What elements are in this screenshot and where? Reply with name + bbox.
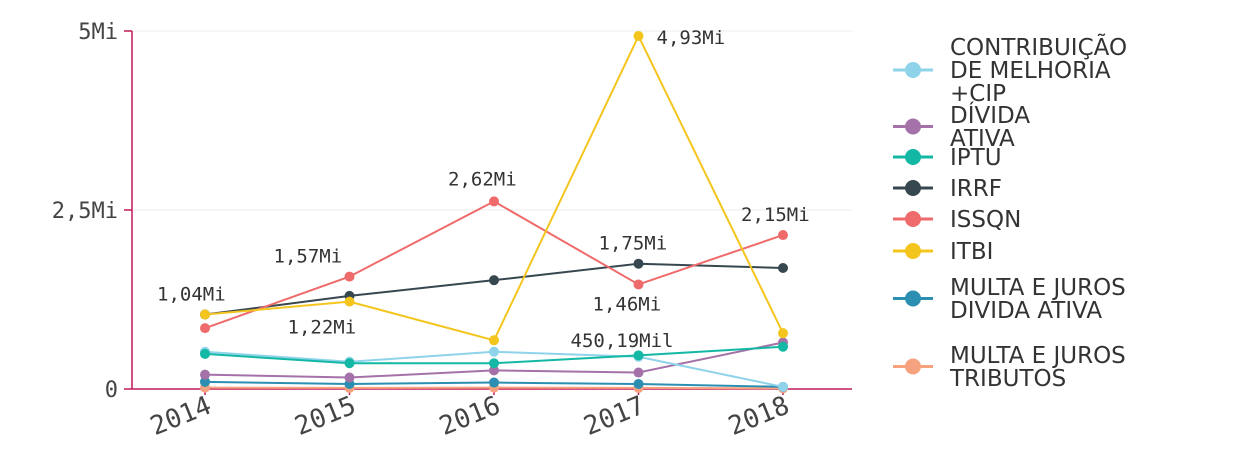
data-point: [344, 358, 355, 369]
legend-label: ISSQN: [950, 207, 1021, 233]
legend-label: CONTRIBUIÇÃO: [950, 33, 1127, 61]
data-point: [344, 372, 355, 383]
data-label: 1,04Mi: [157, 284, 226, 306]
x-axis: 2014 2015 2016 2017 2018: [132, 388, 852, 442]
series-layer: [200, 31, 788, 394]
y-tick-label: 5Mi: [78, 20, 118, 45]
data-point: [489, 377, 499, 388]
y-axis: 0 2,5Mi 5Mi: [52, 20, 133, 403]
legend-item[interactable]: IRRF: [893, 176, 1002, 202]
data-point: [344, 296, 355, 307]
legend-label: IRRF: [950, 176, 1002, 202]
data-point: [489, 275, 499, 286]
legend-label: MULTA E JUROS: [950, 343, 1126, 369]
legend-label: ATIVA: [950, 126, 1015, 152]
data-point: [633, 378, 644, 389]
data-point: [633, 31, 644, 42]
legend-swatch-dot: [905, 62, 921, 78]
data-point: [489, 346, 499, 357]
x-tick-label: 2017: [580, 391, 649, 442]
legend-label: +CIP: [950, 81, 1006, 107]
legend-swatch-dot: [905, 243, 921, 259]
legend-swatch-dot: [905, 180, 921, 196]
data-point: [200, 369, 210, 380]
data-point: [200, 309, 210, 320]
data-point: [489, 335, 499, 346]
data-point: [344, 271, 355, 282]
x-tick-label: 2015: [291, 391, 360, 442]
legend-label: MULTA E JUROS: [950, 275, 1126, 301]
data-point: [633, 258, 644, 269]
legend-swatch-dot: [905, 290, 921, 307]
legend-item[interactable]: ITBI: [893, 239, 993, 265]
data-point: [200, 323, 210, 334]
legend-label: DÍVIDA: [950, 101, 1030, 129]
legend-swatch-dot: [905, 358, 921, 375]
legend-swatch-dot: [905, 118, 921, 135]
x-tick-label: 2016: [435, 391, 504, 442]
legend-label: DIVIDA ATIVA: [950, 298, 1102, 324]
data-label: 4,93Mi: [657, 27, 726, 49]
y-tick-label: 2,5Mi: [52, 199, 118, 224]
legend-label: TRIBUTOS: [949, 366, 1066, 392]
data-point: [489, 358, 499, 369]
data-point: [633, 367, 644, 378]
legend-label: DE MELHORIA: [950, 58, 1111, 84]
data-point: [489, 196, 499, 207]
data-point: [489, 365, 499, 376]
data-point: [633, 279, 644, 290]
data-label: 1,75Mi: [599, 233, 668, 255]
data-point: [778, 328, 788, 339]
data-label: 1,46Mi: [593, 293, 662, 315]
data-point: [633, 350, 644, 361]
data-labels: 1,04Mi 1,57Mi 1,22Mi 2,62Mi 4,93Mi 1,75Mi 1,46…: [157, 27, 810, 352]
data-label: 1,22Mi: [288, 317, 357, 339]
legend-item[interactable]: IPTU: [893, 145, 1002, 171]
data-label: 450,19Mil: [571, 330, 674, 352]
data-point: [778, 230, 788, 241]
data-label: 2,15Mi: [741, 204, 810, 226]
legend-label: IPTU: [950, 145, 1002, 171]
legend-swatch-dot: [905, 211, 921, 227]
data-point: [200, 376, 210, 387]
legend-label: ITBI: [950, 239, 993, 265]
x-tick-label: 2014: [146, 391, 215, 442]
legend-item[interactable]: ISSQN: [893, 207, 1021, 233]
y-tick-label: 0: [105, 378, 118, 403]
data-point: [778, 262, 788, 273]
data-point: [200, 348, 210, 359]
data-point: [778, 341, 788, 352]
x-tick-label: 2018: [724, 391, 793, 442]
data-label: 1,57Mi: [274, 246, 343, 268]
legend-swatch-dot: [905, 149, 921, 165]
data-point: [778, 381, 788, 392]
data-label: 2,62Mi: [448, 168, 517, 190]
